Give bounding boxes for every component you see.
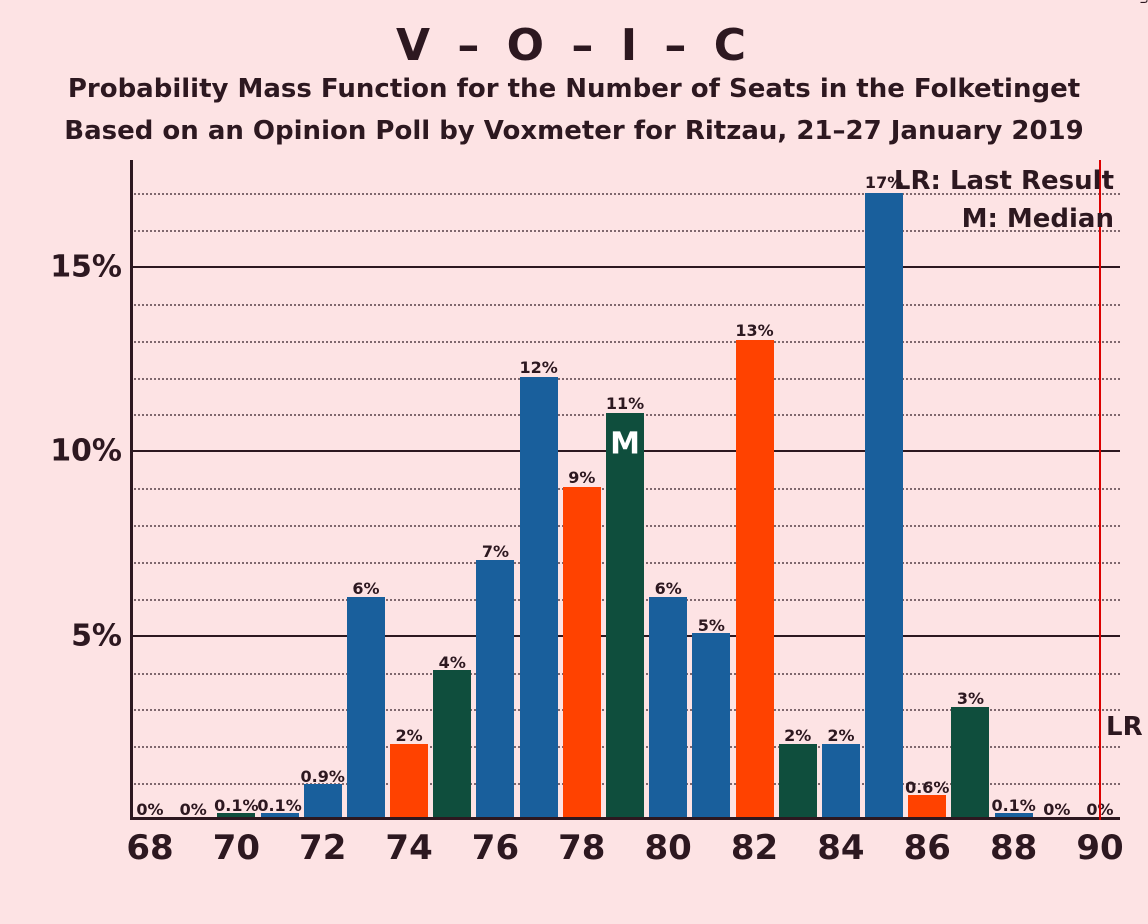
bar-value-label: 0.1%	[991, 796, 1035, 815]
bar	[520, 377, 558, 817]
bar-value-label: 0.1%	[257, 796, 301, 815]
bar-value-label: 6%	[352, 579, 379, 598]
y-tick-label: 15%	[12, 249, 122, 284]
x-tick-label: 72	[299, 828, 346, 868]
gridline-minor	[130, 378, 1120, 380]
bar-value-label: 0%	[136, 800, 163, 819]
chart-subtitle-2: Based on an Opinion Poll by Voxmeter for…	[0, 116, 1148, 146]
bar-value-label: 7%	[482, 542, 509, 561]
bar	[779, 744, 817, 817]
legend-last-result: LR: Last Result	[894, 166, 1114, 196]
chart-plot-area: 5%10%15%6870727476788082848688900%0%0.1%…	[130, 160, 1120, 820]
bar	[692, 633, 730, 817]
bar	[347, 597, 385, 817]
bar	[476, 560, 514, 817]
x-tick-label: 88	[990, 828, 1037, 868]
x-tick-label: 86	[904, 828, 951, 868]
chart-subtitle-1: Probability Mass Function for the Number…	[0, 74, 1148, 104]
bar-value-label: 0.9%	[301, 767, 345, 786]
gridline-minor	[130, 341, 1120, 343]
bar-value-label: 11%	[606, 394, 644, 413]
x-tick-label: 70	[213, 828, 260, 868]
bar-value-label: 2%	[395, 726, 422, 745]
bar-value-label: 2%	[784, 726, 811, 745]
bar-value-label: 0.1%	[214, 796, 258, 815]
bar-value-label: 0%	[180, 800, 207, 819]
bar-value-label: 6%	[655, 579, 682, 598]
bar	[736, 340, 774, 817]
copyright-text: © 2019 Filip van Laenen	[1138, 0, 1148, 4]
bar	[649, 597, 687, 817]
bar-value-label: 4%	[439, 653, 466, 672]
bar	[951, 707, 989, 817]
bar	[606, 413, 644, 817]
y-tick-label: 10%	[12, 434, 122, 469]
y-tick-label: 5%	[12, 618, 122, 653]
bar-value-label: 2%	[827, 726, 854, 745]
x-tick-label: 74	[385, 828, 432, 868]
x-tick-label: 82	[731, 828, 778, 868]
bar-value-label: 0%	[1043, 800, 1070, 819]
bar	[865, 193, 903, 817]
median-marker: M	[610, 427, 640, 462]
bar-value-label: 9%	[568, 468, 595, 487]
x-tick-label: 78	[558, 828, 605, 868]
bar-value-label: 5%	[698, 616, 725, 635]
x-tick-label: 80	[645, 828, 692, 868]
last-result-line	[1099, 160, 1101, 820]
last-result-label: LR	[1106, 712, 1143, 742]
bar	[908, 795, 946, 817]
bar-value-label: 0.6%	[905, 778, 949, 797]
x-tick-label: 84	[817, 828, 864, 868]
x-axis	[130, 817, 1120, 820]
bar	[390, 744, 428, 817]
x-tick-label: 90	[1076, 828, 1123, 868]
bar	[304, 784, 342, 817]
gridline-major	[130, 266, 1120, 268]
x-tick-label: 68	[126, 828, 173, 868]
bar-value-label: 12%	[519, 358, 557, 377]
bar-value-label: 13%	[735, 321, 773, 340]
gridline-minor	[130, 304, 1120, 306]
x-tick-label: 76	[472, 828, 519, 868]
legend-median: M: Median	[962, 204, 1114, 234]
bar	[563, 487, 601, 817]
bar-value-label: 3%	[957, 689, 984, 708]
chart-title: V – O – I – C	[0, 20, 1148, 71]
bar	[433, 670, 471, 817]
bar	[822, 744, 860, 817]
